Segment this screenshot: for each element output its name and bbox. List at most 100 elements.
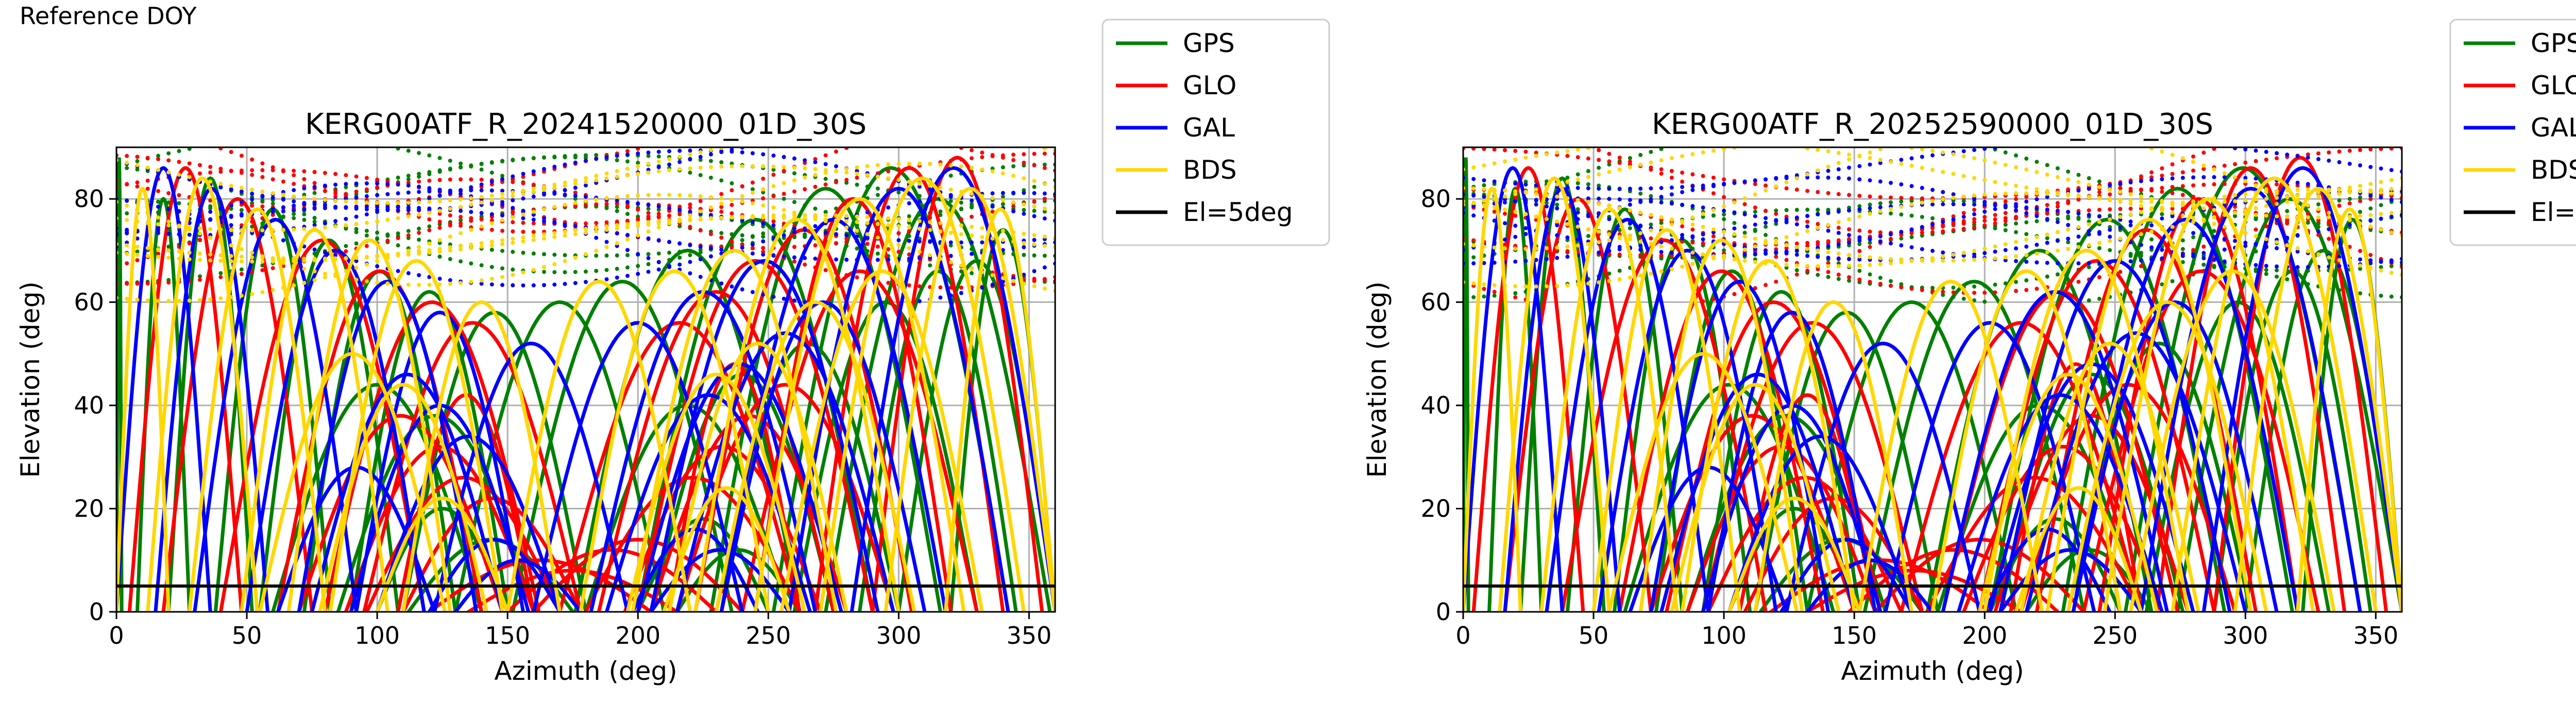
zenith-dot: [594, 253, 599, 258]
zenith-dot: [1565, 180, 1570, 184]
zenith-dot: [823, 210, 828, 214]
zenith-dot: [2264, 224, 2268, 229]
zenith-dot: [823, 182, 828, 187]
zenith-dot: [239, 259, 244, 264]
zenith-dot: [1899, 230, 1904, 234]
zenith-dot: [2368, 147, 2373, 152]
zenith-dot: [218, 206, 223, 211]
zenith-dot: [917, 161, 922, 166]
zenith-dot: [740, 287, 744, 292]
zenith-dot: [636, 208, 640, 212]
zenith-dot: [2285, 215, 2290, 219]
zenith-dot: [2212, 229, 2216, 233]
zenith-dot: [156, 281, 160, 285]
zenith-dot: [1847, 253, 1851, 258]
zenith-dot: [2045, 232, 2049, 237]
zenith-dot: [2087, 261, 2091, 266]
zenith-dot: [479, 278, 484, 283]
zenith-dot: [667, 149, 671, 153]
pass-gal-19: [1780, 538, 1913, 612]
zenith-dot: [2160, 227, 2164, 232]
zenith-dot: [719, 204, 724, 209]
zenith-dot: [1982, 200, 1987, 204]
zenith-dot: [375, 254, 380, 259]
pass-gal-7: [532, 321, 744, 612]
zenith-dot: [1032, 269, 1037, 273]
zenith-dot: [1805, 208, 1810, 212]
pass-bds-7: [505, 280, 692, 612]
zenith-dot: [1972, 290, 1976, 295]
zenith-dot: [1920, 215, 1924, 219]
zenith-dot: [1575, 185, 1580, 190]
zenith-dot: [2316, 183, 2320, 188]
zenith-dot: [1993, 217, 1997, 221]
zenith-dot: [1930, 167, 1935, 172]
pass-bds-19: [714, 300, 917, 612]
pass-gal-5: [1706, 311, 1877, 612]
zenith-dot: [803, 300, 807, 304]
zenith-dot: [1607, 151, 1612, 156]
zenith-dot: [1471, 243, 1476, 248]
zenith-dot: [1659, 240, 1664, 245]
zenith-dot: [990, 240, 995, 245]
zenith-dot: [156, 199, 160, 204]
zenith-dot: [396, 208, 400, 213]
zenith-dot: [677, 204, 682, 209]
zenith-dot: [302, 217, 307, 222]
zenith-dot: [1471, 186, 1476, 191]
zenith-dot: [2379, 268, 2383, 273]
zenith-dot: [1899, 285, 1904, 289]
zenith-dot: [542, 283, 546, 287]
zenith-dot: [2160, 256, 2164, 261]
zenith-dot: [1993, 213, 1997, 217]
pass-bds-6: [401, 300, 562, 612]
zenith-dot: [594, 178, 599, 182]
zenith-dot: [208, 165, 213, 169]
zenith-dot: [646, 162, 651, 166]
zenith-dot: [427, 189, 432, 194]
zenith-dot: [1032, 179, 1037, 183]
zenith-dots-bds: [1463, 147, 2402, 289]
zenith-dot: [396, 201, 400, 205]
zenith-dot: [2076, 261, 2081, 266]
zenith-dot: [396, 236, 400, 241]
zenith-dot: [270, 256, 275, 261]
zenith-dot: [406, 177, 411, 182]
zenith-dot: [1492, 245, 1497, 250]
chart-title: KERG00ATF_R_20241520000_01D_30S: [305, 108, 867, 141]
zenith-dot: [2066, 193, 2071, 197]
zenith-dot: [656, 225, 661, 230]
zenith-dot: [125, 261, 129, 266]
zenith-dot: [469, 196, 473, 200]
zenith-dot: [594, 197, 599, 202]
zenith-dot: [1909, 235, 1914, 239]
zenith-dot: [250, 192, 255, 196]
zenith-dot: [521, 220, 526, 225]
zenith-dot: [1492, 210, 1497, 214]
zenith-dot: [761, 221, 766, 226]
zenith-dot: [2191, 168, 2196, 173]
zenith-dot: [2212, 208, 2216, 212]
zenith-dot: [948, 187, 953, 192]
zenith-dot: [2201, 206, 2206, 211]
x-tick-label: 350: [2353, 622, 2398, 649]
zenith-dot: [218, 296, 223, 301]
zenith-dot: [1930, 249, 1935, 253]
zenith-dot: [970, 271, 974, 276]
zenith-dot: [1482, 261, 1486, 265]
zenith-dot: [1826, 149, 1831, 153]
zenith-dot: [1649, 150, 1653, 154]
zenith-dot: [792, 230, 796, 234]
zenith-dot: [959, 291, 963, 295]
zenith-dot: [208, 210, 213, 214]
zenith-dot: [364, 255, 369, 260]
zenith-dot: [1794, 232, 1799, 236]
zenith-dot: [312, 256, 317, 261]
zenith-dot: [1857, 235, 1862, 239]
zenith-dot: [865, 221, 870, 225]
zenith-dot: [552, 231, 557, 235]
zenith-dot: [1711, 227, 1716, 232]
y-tick-label: 40: [74, 391, 104, 419]
zenith-dot: [302, 207, 307, 212]
zenith-dot: [2076, 211, 2081, 216]
